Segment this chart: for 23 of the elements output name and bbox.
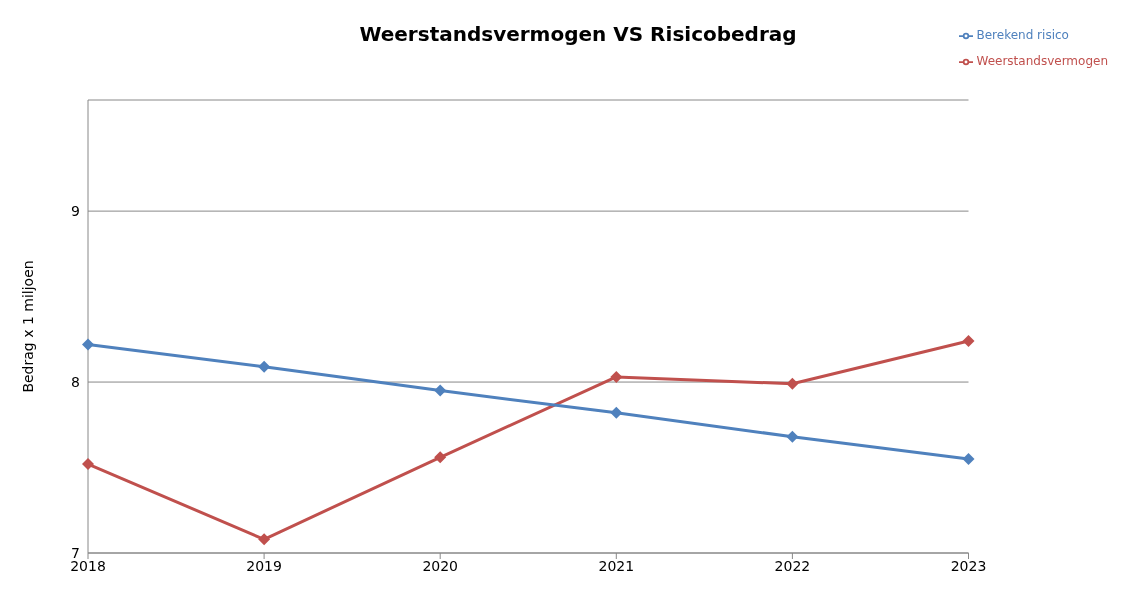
- x-tick-label: 2019: [246, 557, 282, 574]
- point: [962, 335, 975, 348]
- point: [82, 458, 94, 471]
- y-tick-label: 8: [71, 374, 80, 391]
- point: [82, 338, 94, 351]
- point: [786, 430, 799, 443]
- point: [258, 533, 271, 546]
- legend-label: Weerstandsvermogen: [976, 54, 1108, 68]
- point: [610, 370, 623, 383]
- point: [434, 451, 447, 464]
- y-tick-label: 9: [71, 203, 80, 220]
- chart-title: Weerstandsvermogen VS Risicobedrag: [358, 22, 798, 46]
- x-tick-label: 2020: [422, 557, 459, 574]
- legend-label: Berekend risico: [976, 28, 1069, 42]
- point: [258, 360, 271, 373]
- point: [786, 377, 799, 390]
- x-tick-label: 2021: [598, 557, 635, 574]
- point: [610, 406, 623, 419]
- point: [962, 452, 975, 465]
- y-axis-title: Bedrag x 1 miljoen: [19, 260, 36, 393]
- x-tick-label: 2022: [774, 557, 811, 574]
- point: [434, 384, 447, 397]
- x-tick-label: 2023: [950, 557, 987, 574]
